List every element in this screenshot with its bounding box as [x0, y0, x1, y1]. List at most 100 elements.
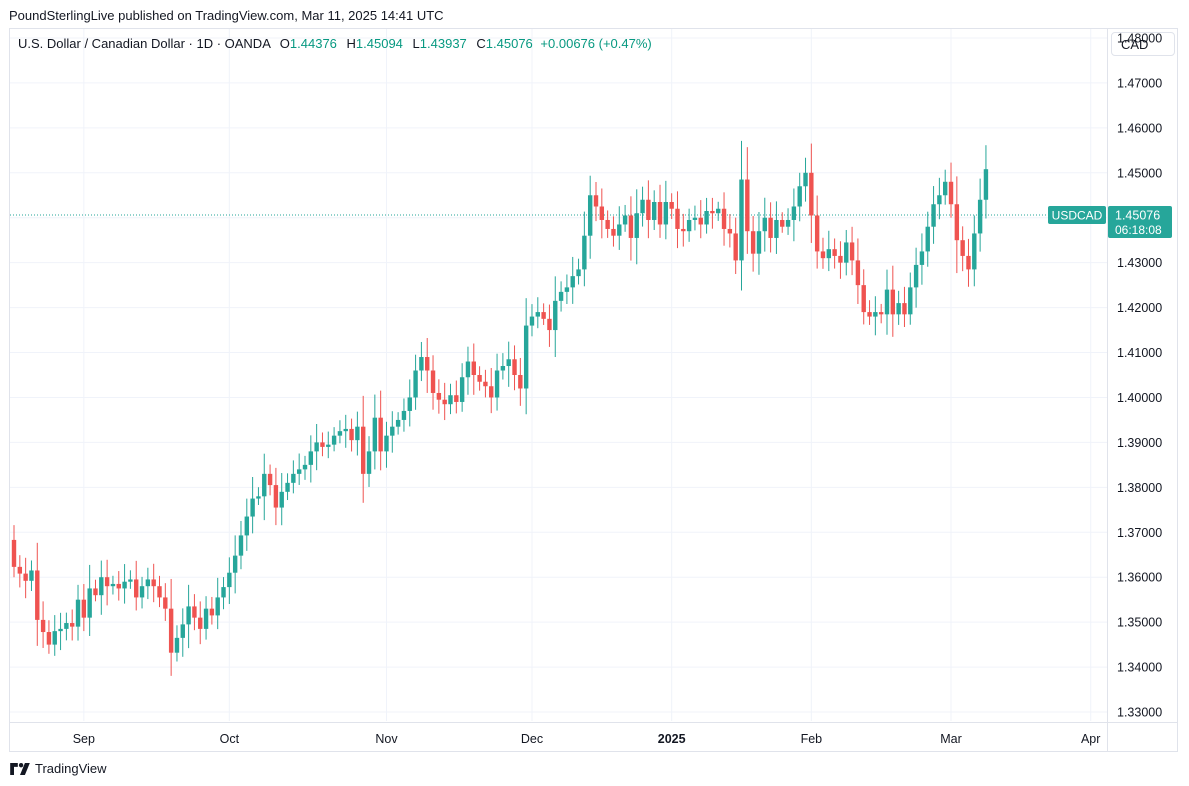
candle [617, 206, 622, 250]
candle-body [81, 599, 87, 618]
candle [174, 625, 180, 662]
candle-body [110, 583, 116, 587]
price-axis[interactable]: 1.33000 1.34000 1.35000 1.36000 1.37000 1.380… [1117, 31, 1162, 719]
candle [826, 230, 831, 272]
candle [529, 304, 535, 337]
candle-body [343, 428, 348, 432]
x-tick-label: Oct [220, 732, 240, 746]
y-tick-label: 1.42000 [1117, 301, 1162, 315]
candle-body [390, 426, 395, 436]
candle-body [23, 573, 28, 581]
candle-body [128, 579, 133, 582]
candle-body [582, 235, 587, 270]
candle-body [873, 312, 878, 317]
candle-body [809, 172, 814, 216]
candle [954, 176, 960, 274]
candle [337, 420, 343, 444]
candle [291, 460, 296, 494]
candle-body [913, 264, 919, 288]
candle-body [70, 623, 75, 627]
tradingview-brand[interactable]: TradingView [10, 761, 107, 776]
candle [972, 215, 977, 287]
y-tick-label: 1.45000 [1117, 166, 1162, 180]
candle-body [762, 217, 767, 232]
candle-body [652, 202, 657, 220]
candle [320, 432, 325, 457]
candle-body [855, 260, 861, 286]
candle-body [908, 287, 913, 315]
candle [640, 186, 645, 227]
candle-body [931, 204, 936, 227]
candle-body [820, 251, 826, 259]
candle-body [844, 242, 849, 263]
candle [343, 414, 348, 448]
candle [541, 303, 546, 325]
candle-body [634, 213, 639, 238]
y-tick-label: 1.48000 [1117, 31, 1162, 45]
candle-body [675, 208, 680, 229]
legend-close-value: 1.45076 [485, 36, 533, 51]
candle [710, 197, 715, 229]
y-tick-label: 1.40000 [1117, 391, 1162, 405]
candle-body [180, 624, 185, 638]
x-tick-label: Dec [521, 732, 543, 746]
y-tick-label: 1.39000 [1117, 436, 1162, 450]
candle-body [553, 300, 558, 331]
candle-body [349, 428, 354, 441]
candle-body [756, 231, 762, 254]
candle-body [803, 172, 808, 187]
candle-body [716, 208, 721, 214]
candle-body [686, 219, 692, 232]
candle-body [605, 219, 610, 229]
candle-body [425, 357, 430, 371]
candle-body [640, 199, 645, 214]
candle [797, 172, 802, 222]
candle-body [972, 233, 977, 270]
candle [622, 204, 628, 232]
candle [506, 341, 511, 387]
candle-body [733, 233, 738, 261]
candle-body [780, 219, 785, 227]
legend-open-label: O [279, 36, 290, 51]
candle [163, 583, 168, 621]
candle-body [296, 469, 302, 474]
candle-body [617, 224, 622, 236]
price-tag-symbol-box [1048, 206, 1106, 224]
candle [355, 411, 360, 456]
candle-body [459, 377, 465, 402]
time-axis[interactable]: Sep Oct Nov Dec 2025 Feb Mar Apr [73, 732, 1101, 746]
candle-body [99, 577, 104, 596]
candle [52, 615, 57, 656]
candle [209, 596, 215, 625]
candle [686, 208, 692, 242]
candle-body [768, 217, 773, 238]
candle [46, 620, 52, 654]
y-tick-label: 1.35000 [1117, 616, 1162, 630]
candle-body [628, 215, 634, 238]
candles [11, 140, 989, 676]
candle-body [884, 289, 890, 315]
candle-body [163, 597, 168, 609]
candle-body [384, 435, 389, 452]
candle-body [238, 535, 244, 556]
candle [948, 162, 954, 218]
candle-body [273, 485, 279, 508]
legend-high-label: H [346, 36, 356, 51]
candle-body [87, 588, 92, 618]
candle [250, 477, 255, 534]
candle [593, 181, 599, 222]
candle-body [134, 579, 139, 598]
candle [902, 286, 907, 328]
candle [157, 575, 162, 608]
candle-body [279, 491, 284, 508]
candle-body [215, 597, 220, 616]
currency-button[interactable]: CAD [1111, 32, 1175, 56]
candle [23, 557, 28, 599]
y-tick-label: 1.34000 [1117, 661, 1162, 675]
candle [564, 274, 570, 304]
candle [931, 186, 936, 244]
candle-body [506, 359, 511, 367]
candle [977, 178, 983, 252]
candle [238, 520, 244, 570]
